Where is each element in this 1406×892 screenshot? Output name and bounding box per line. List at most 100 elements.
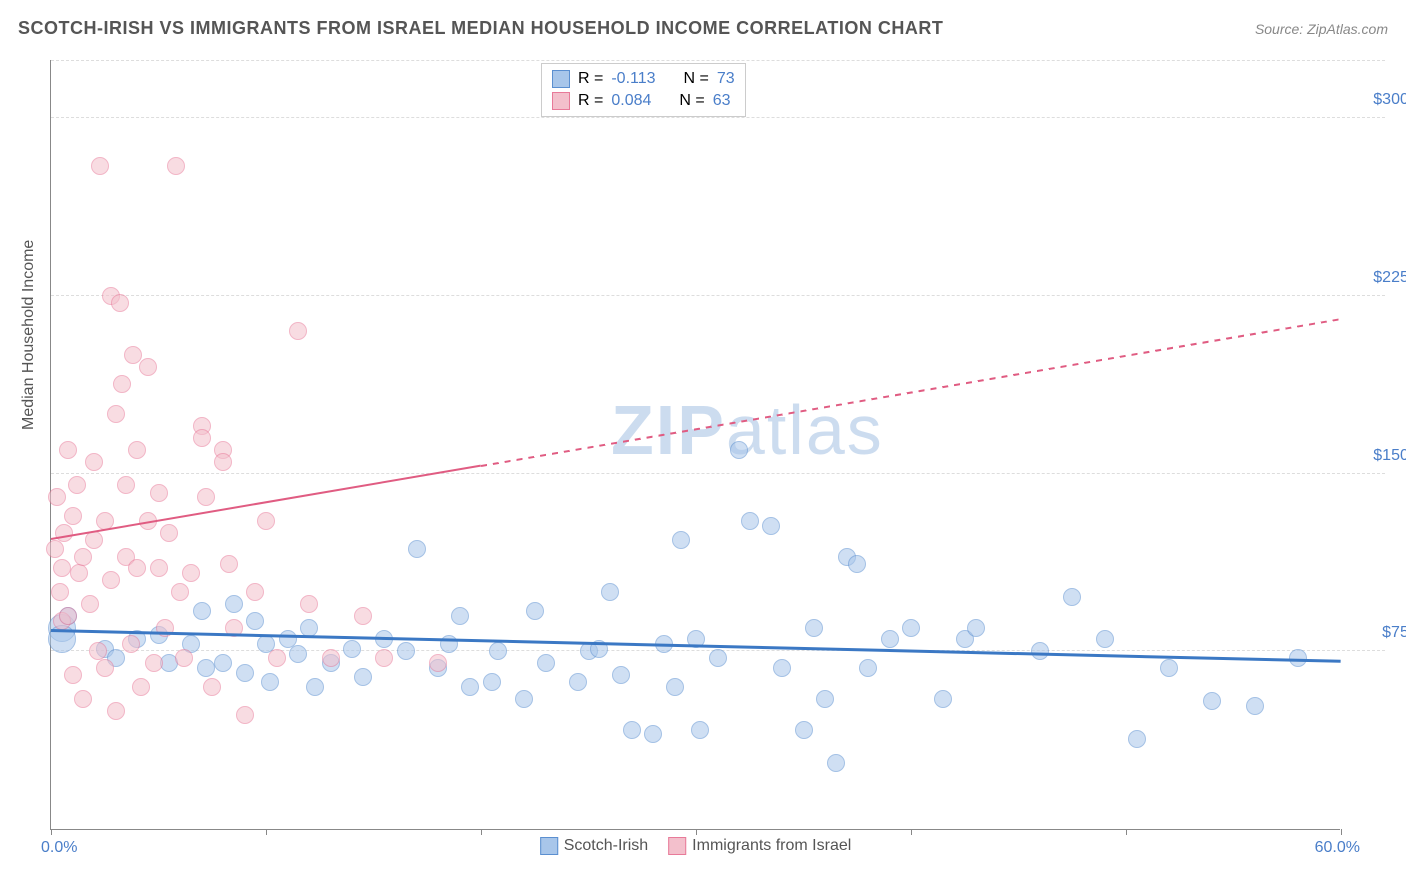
gridline (51, 295, 1385, 296)
data-point (709, 649, 727, 667)
data-point (902, 619, 920, 637)
data-point (1203, 692, 1221, 710)
watermark: ZIPatlas (611, 390, 884, 470)
n-label: N = (679, 92, 704, 110)
source-attribution: Source: ZipAtlas.com (1255, 21, 1388, 37)
data-point (55, 524, 73, 542)
data-point (128, 441, 146, 459)
stats-swatch (552, 70, 570, 88)
data-point (730, 441, 748, 459)
data-point (139, 358, 157, 376)
data-point (128, 559, 146, 577)
x-max-label: 60.0% (1315, 839, 1360, 857)
r-value: -0.113 (611, 70, 655, 88)
r-value: 0.084 (611, 92, 651, 110)
legend-item-israel: Immigrants from Israel (668, 837, 851, 855)
r-label: R = (578, 92, 603, 110)
data-point (53, 559, 71, 577)
data-point (300, 595, 318, 613)
data-point (672, 531, 690, 549)
data-point (881, 630, 899, 648)
data-point (261, 673, 279, 691)
trendline (481, 318, 1341, 467)
data-point (89, 642, 107, 660)
gridline (51, 473, 1385, 474)
data-point (397, 642, 415, 660)
data-point (859, 659, 877, 677)
data-point (193, 602, 211, 620)
data-point (612, 666, 630, 684)
data-point (81, 595, 99, 613)
x-tick (911, 829, 912, 835)
data-point (46, 540, 64, 558)
data-point (375, 649, 393, 667)
y-tick-label: $225,000 (1350, 269, 1406, 287)
data-point (257, 512, 275, 530)
data-point (623, 721, 641, 739)
data-point (762, 517, 780, 535)
swatch-scotch-irish (540, 837, 558, 855)
data-point (175, 649, 193, 667)
stats-row: R = 0.084 N = 63 (552, 90, 735, 112)
data-point (145, 654, 163, 672)
data-point (483, 673, 501, 691)
stats-swatch (552, 92, 570, 110)
x-tick (1341, 829, 1342, 835)
n-label: N = (684, 70, 709, 88)
data-point (167, 157, 185, 175)
x-min-label: 0.0% (41, 839, 77, 857)
data-point (64, 666, 82, 684)
legend-label-israel: Immigrants from Israel (692, 837, 851, 855)
data-point (268, 649, 286, 667)
data-point (197, 488, 215, 506)
data-point (526, 602, 544, 620)
data-point (489, 642, 507, 660)
data-point (59, 441, 77, 459)
data-point (569, 673, 587, 691)
stats-legend-box: R = -0.113N = 73R = 0.084N = 63 (541, 63, 746, 117)
data-point (300, 619, 318, 637)
data-point (429, 654, 447, 672)
gridline (51, 60, 1385, 61)
data-point (805, 619, 823, 637)
data-point (1031, 642, 1049, 660)
chart-header: SCOTCH-IRISH VS IMMIGRANTS FROM ISRAEL M… (18, 18, 1388, 39)
data-point (117, 476, 135, 494)
data-point (214, 654, 232, 672)
swatch-israel (668, 837, 686, 855)
data-point (461, 678, 479, 696)
data-point (322, 649, 340, 667)
data-point (246, 612, 264, 630)
data-point (289, 322, 307, 340)
data-point (289, 645, 307, 663)
r-label: R = (578, 70, 603, 88)
data-point (111, 294, 129, 312)
data-point (74, 548, 92, 566)
data-point (515, 690, 533, 708)
y-tick-label: $300,000 (1350, 91, 1406, 109)
data-point (408, 540, 426, 558)
data-point (1128, 730, 1146, 748)
data-point (113, 375, 131, 393)
n-value: 63 (713, 92, 731, 110)
data-point (1096, 630, 1114, 648)
data-point (451, 607, 469, 625)
data-point (848, 555, 866, 573)
data-point (246, 583, 264, 601)
data-point (91, 157, 109, 175)
data-point (1160, 659, 1178, 677)
data-point (122, 635, 140, 653)
data-point (827, 754, 845, 772)
data-point (74, 690, 92, 708)
data-point (220, 555, 238, 573)
watermark-light: atlas (726, 391, 884, 469)
data-point (816, 690, 834, 708)
data-point (182, 564, 200, 582)
x-tick (696, 829, 697, 835)
x-tick (266, 829, 267, 835)
y-axis-label: Median Household Income (20, 240, 38, 430)
data-point (96, 659, 114, 677)
data-point (48, 488, 66, 506)
data-point (150, 559, 168, 577)
data-point (795, 721, 813, 739)
